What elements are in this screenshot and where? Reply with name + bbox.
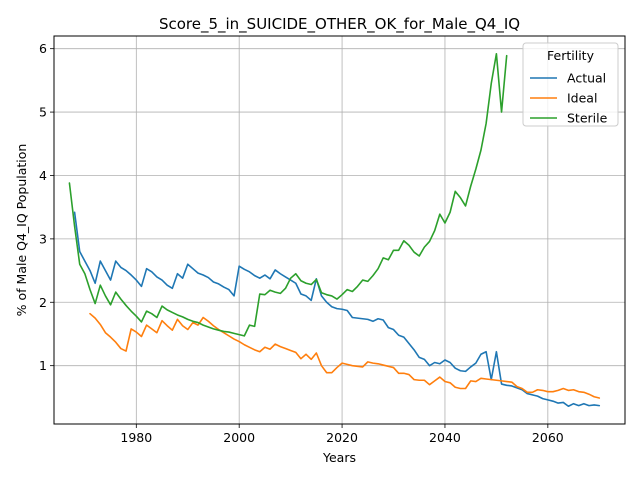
y-tick-label: 6 xyxy=(39,41,47,56)
legend-label-actual: Actual xyxy=(567,71,606,86)
x-tick-label: 2000 xyxy=(223,430,255,445)
series-line-sterile xyxy=(68,52,508,337)
chart-title: Score_5_in_SUICIDE_OTHER_OK_for_Male_Q4_… xyxy=(159,15,520,34)
legend-box xyxy=(522,42,619,127)
y-tick-label: 5 xyxy=(39,105,47,120)
x-axis-label: Years xyxy=(322,450,356,465)
x-tick-label: 2040 xyxy=(429,430,461,445)
legend-entries: Actual Ideal Sterile xyxy=(530,71,608,126)
x-tick-label: 2020 xyxy=(326,430,358,445)
y-tick-label: 1 xyxy=(39,358,47,373)
y-tick-label: 4 xyxy=(39,168,47,183)
y-axis-ticks: 1 2 3 4 5 6 xyxy=(39,41,54,373)
y-axis-label: % of Male Q4_IQ Population xyxy=(14,144,29,317)
x-tick-label: 1980 xyxy=(120,430,152,445)
legend-title: Fertility xyxy=(547,48,595,63)
x-axis-ticks: 1980 2000 2020 2040 2060 xyxy=(120,424,564,445)
legend-label-sterile: Sterile xyxy=(567,111,608,126)
legend: Fertility Actual Ideal Sterile xyxy=(522,42,619,127)
series-lines xyxy=(68,52,601,408)
plot-frame xyxy=(53,35,626,425)
series-line-actual xyxy=(73,211,601,408)
y-tick-label: 3 xyxy=(39,231,47,246)
y-tick-label: 2 xyxy=(39,295,47,310)
legend-label-ideal: Ideal xyxy=(567,91,597,106)
series-line-ideal xyxy=(89,312,601,399)
x-tick-label: 2060 xyxy=(532,430,564,445)
